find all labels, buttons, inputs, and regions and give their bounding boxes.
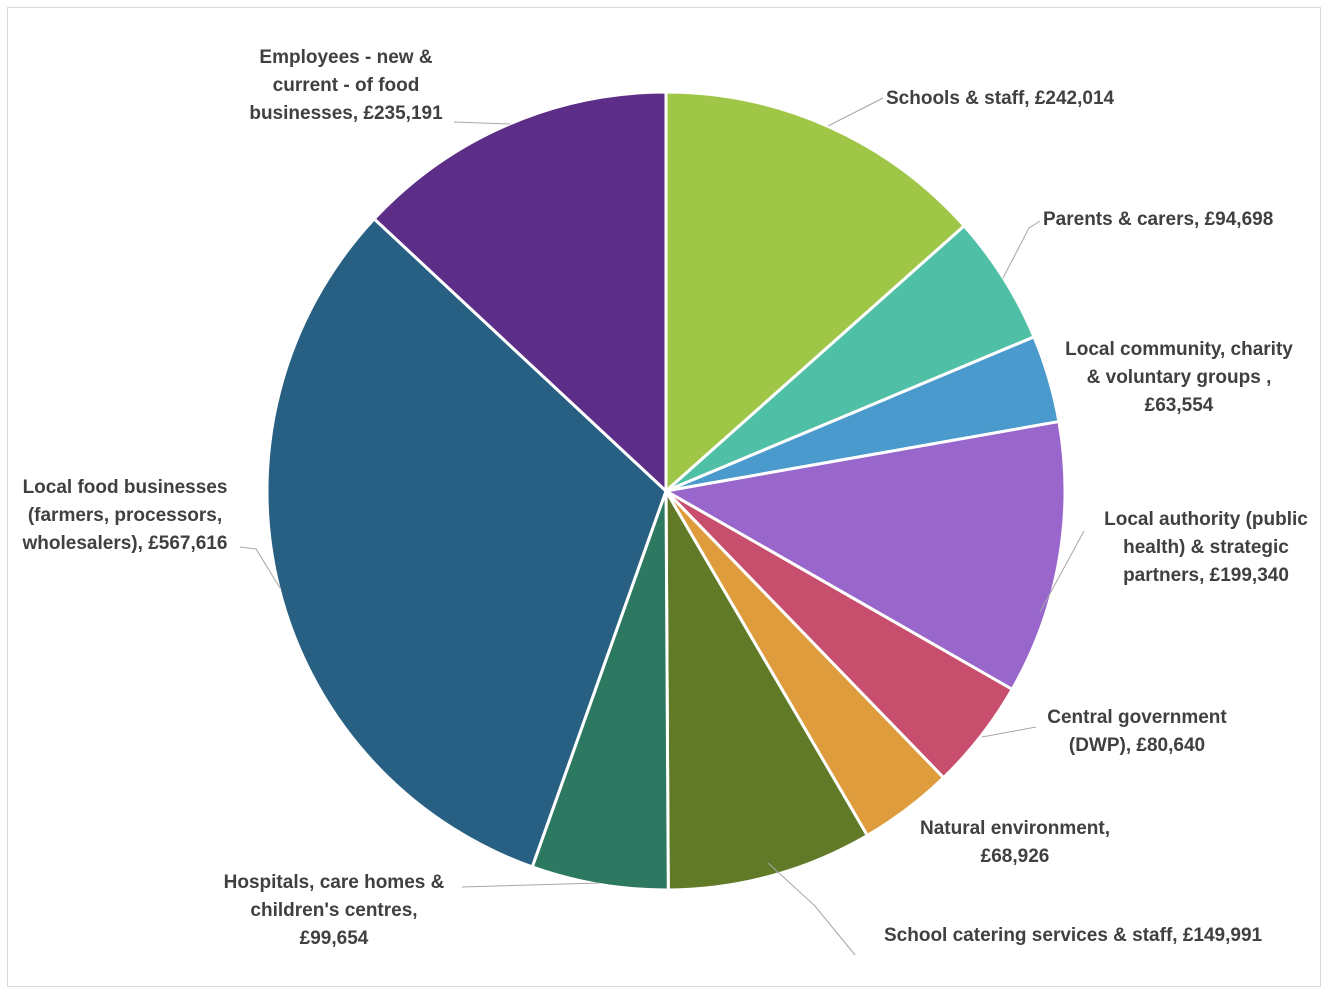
leader-line	[827, 97, 884, 127]
leader-line	[981, 726, 1037, 738]
slice-label: Parents & carers, £94,698	[1043, 209, 1274, 230]
slice-label: Schools & staff, £242,014	[886, 88, 1115, 109]
slice-label: Local community, charity & voluntary gro…	[1065, 339, 1293, 416]
slice-label: Local authority (public health) & strate…	[1104, 509, 1308, 586]
leader-line	[461, 882, 601, 888]
slice-label: Hospitals, care homes & children's centr…	[223, 872, 445, 949]
slice-label: Central government (DWP), £80,640	[1047, 707, 1227, 756]
slice-label: School catering services & staff, £149,9…	[884, 925, 1263, 946]
leader-line	[1002, 220, 1041, 279]
pie-slice	[530, 489, 670, 892]
leader-line	[239, 546, 281, 589]
slice-label: Local food businesses (farmers, processo…	[22, 477, 228, 554]
pie-slice	[664, 90, 966, 493]
leader-line	[1039, 530, 1085, 613]
leader-line	[453, 121, 511, 125]
leader-line	[767, 862, 856, 956]
pie-slice	[664, 489, 869, 892]
pie-slice	[664, 420, 1067, 691]
pie-slice	[372, 90, 668, 493]
slice-label: Employees - new & current - of food busi…	[249, 47, 443, 124]
slice-label: Natural environment, £68,926	[919, 818, 1111, 867]
